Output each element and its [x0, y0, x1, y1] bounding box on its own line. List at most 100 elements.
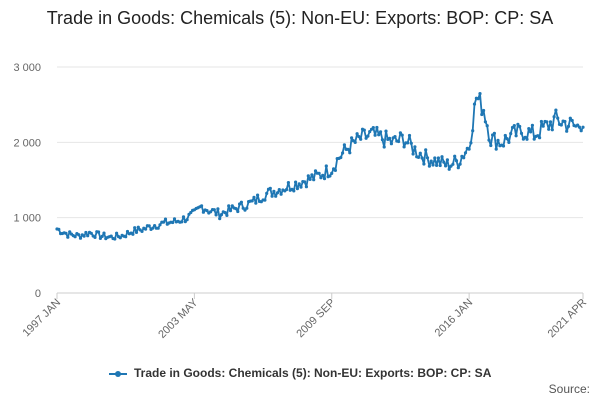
- data-point[interactable]: [487, 138, 491, 142]
- data-point[interactable]: [480, 112, 484, 117]
- data-point[interactable]: [425, 156, 430, 160]
- data-point[interactable]: [285, 187, 289, 192]
- data-point[interactable]: [559, 123, 563, 127]
- data-point[interactable]: [125, 229, 130, 234]
- data-point[interactable]: [140, 229, 144, 233]
- data-point[interactable]: [115, 231, 119, 235]
- data-point[interactable]: [548, 120, 553, 124]
- data-point[interactable]: [476, 97, 480, 101]
- data-point[interactable]: [530, 123, 535, 127]
- data-point[interactable]: [219, 213, 224, 217]
- data-point[interactable]: [256, 193, 260, 197]
- data-point[interactable]: [109, 234, 113, 238]
- data-point[interactable]: [538, 136, 542, 140]
- data-point[interactable]: [268, 186, 272, 190]
- data-point[interactable]: [209, 210, 213, 214]
- data-point[interactable]: [397, 139, 401, 144]
- data-point[interactable]: [389, 142, 393, 146]
- data-point[interactable]: [227, 204, 231, 208]
- data-point[interactable]: [228, 209, 233, 213]
- data-point[interactable]: [527, 127, 531, 131]
- data-point[interactable]: [505, 137, 509, 141]
- data-point[interactable]: [380, 138, 384, 142]
- data-point[interactable]: [313, 169, 318, 173]
- data-point[interactable]: [279, 192, 283, 196]
- data-point[interactable]: [97, 230, 101, 234]
- data-point[interactable]: [519, 131, 524, 135]
- data-point[interactable]: [225, 213, 229, 217]
- data-point[interactable]: [565, 129, 569, 133]
- data-point[interactable]: [274, 194, 278, 198]
- data-point[interactable]: [216, 207, 220, 211]
- data-point[interactable]: [68, 230, 72, 234]
- data-point[interactable]: [328, 174, 332, 178]
- data-point[interactable]: [189, 210, 193, 215]
- data-point[interactable]: [89, 231, 93, 235]
- data-point[interactable]: [359, 137, 363, 141]
- data-point[interactable]: [136, 225, 140, 229]
- data-point[interactable]: [431, 163, 435, 167]
- data-point[interactable]: [375, 125, 379, 130]
- data-point[interactable]: [82, 234, 86, 238]
- data-point[interactable]: [482, 108, 486, 113]
- data-point[interactable]: [245, 206, 249, 210]
- data-point[interactable]: [133, 226, 137, 230]
- data-point[interactable]: [371, 126, 375, 130]
- data-point[interactable]: [402, 145, 406, 149]
- data-point[interactable]: [442, 160, 446, 164]
- data-point[interactable]: [364, 136, 368, 140]
- data-point[interactable]: [445, 158, 449, 162]
- data-point[interactable]: [377, 133, 381, 137]
- data-point[interactable]: [180, 220, 184, 224]
- data-point[interactable]: [444, 164, 448, 168]
- data-point[interactable]: [147, 224, 151, 228]
- data-point[interactable]: [205, 209, 209, 213]
- data-point[interactable]: [151, 226, 155, 230]
- data-point[interactable]: [355, 132, 359, 136]
- data-point[interactable]: [368, 130, 372, 134]
- data-point[interactable]: [319, 176, 323, 180]
- data-point[interactable]: [212, 208, 216, 212]
- data-point[interactable]: [303, 180, 307, 184]
- data-point[interactable]: [514, 134, 518, 138]
- data-point[interactable]: [113, 237, 117, 241]
- data-point[interactable]: [153, 224, 157, 228]
- data-point[interactable]: [230, 204, 234, 208]
- data-point[interactable]: [124, 235, 128, 239]
- data-point[interactable]: [458, 162, 462, 166]
- data-point[interactable]: [433, 156, 437, 160]
- data-point[interactable]: [554, 108, 558, 112]
- data-point[interactable]: [252, 195, 256, 199]
- data-point[interactable]: [277, 188, 281, 192]
- data-point[interactable]: [362, 128, 366, 132]
- data-point[interactable]: [218, 217, 222, 221]
- data-point[interactable]: [78, 236, 83, 240]
- data-point[interactable]: [388, 136, 392, 140]
- data-point[interactable]: [306, 174, 310, 178]
- data-point[interactable]: [529, 130, 533, 134]
- data-point[interactable]: [263, 198, 267, 202]
- data-point[interactable]: [134, 230, 139, 234]
- data-point[interactable]: [312, 178, 316, 182]
- data-point[interactable]: [550, 128, 554, 132]
- data-point[interactable]: [321, 173, 325, 177]
- data-point[interactable]: [456, 166, 460, 170]
- data-point[interactable]: [552, 115, 556, 119]
- data-point[interactable]: [350, 136, 354, 140]
- data-point[interactable]: [236, 209, 240, 214]
- data-point[interactable]: [77, 233, 81, 237]
- data-point[interactable]: [532, 137, 536, 141]
- data-point[interactable]: [409, 141, 413, 145]
- data-point[interactable]: [541, 124, 545, 128]
- data-point[interactable]: [507, 140, 511, 144]
- data-point[interactable]: [171, 220, 175, 225]
- data-point[interactable]: [478, 92, 482, 96]
- data-point[interactable]: [509, 132, 513, 136]
- data-point[interactable]: [304, 185, 308, 189]
- data-point[interactable]: [339, 155, 343, 160]
- data-point[interactable]: [547, 127, 551, 131]
- data-point[interactable]: [382, 145, 386, 149]
- data-point[interactable]: [357, 135, 361, 139]
- data-point[interactable]: [342, 143, 346, 147]
- data-point[interactable]: [420, 156, 424, 160]
